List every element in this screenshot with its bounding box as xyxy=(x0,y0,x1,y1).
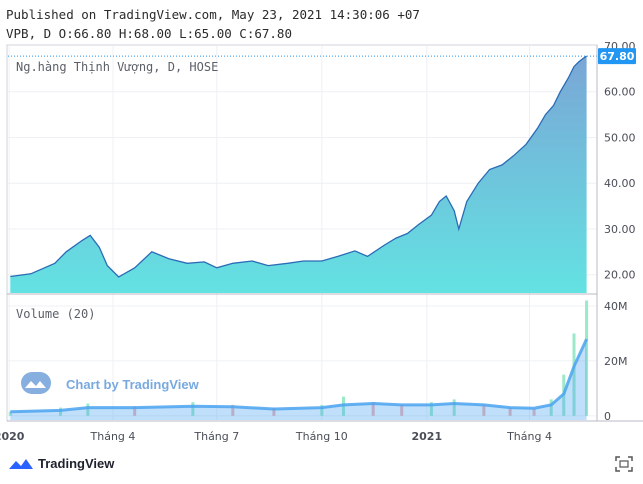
volume-bar xyxy=(8,411,12,416)
y-tick-label: 40.00 xyxy=(604,177,636,190)
chart-header-line2: VPB, D O:66.80 H:68.00 L:65.00 C:67.80 xyxy=(6,26,292,41)
chart-header-line1: Published on TradingView.com, May 23, 20… xyxy=(6,7,420,22)
watermark-text: Chart by TradingView xyxy=(66,377,200,392)
watermark-cloud-icon xyxy=(25,381,46,388)
price-series xyxy=(8,55,597,293)
x-axis: 2020 Tháng 4 Tháng 7 Tháng 10 2021 Tháng 4 xyxy=(0,430,552,443)
y-tick-label: 50.00 xyxy=(604,131,636,144)
price-line xyxy=(10,55,587,278)
volume-bar xyxy=(508,407,512,416)
last-price-label: 67.80 xyxy=(600,50,635,63)
volume-bar xyxy=(133,406,137,416)
vol-tick-label: 40M xyxy=(604,300,628,313)
volume-bar xyxy=(86,403,90,416)
volume-series xyxy=(8,300,589,420)
volume-bar xyxy=(572,333,576,416)
y-tick-label: 20.00 xyxy=(604,269,636,282)
symbol-title: Ng.hàng Thịnh Vượng, D, HOSE xyxy=(16,60,218,74)
y-tick-label: 60.00 xyxy=(604,86,636,99)
x-tick-label: 2020 xyxy=(0,430,25,443)
x-tick-label: Tháng 10 xyxy=(295,430,348,443)
fullscreen-icon[interactable] xyxy=(615,456,633,472)
x-tick-label: Tháng 4 xyxy=(90,430,136,443)
volume-bar xyxy=(320,404,324,416)
volume-title: Volume (20) xyxy=(16,307,95,321)
volume-bar xyxy=(371,402,375,416)
volume-bar xyxy=(585,300,589,416)
x-tick-label: Tháng 4 xyxy=(506,430,552,443)
volume-bar xyxy=(231,404,235,416)
x-tick-label: Tháng 7 xyxy=(193,430,239,443)
tradingview-logo-icon xyxy=(9,459,33,469)
vol-tick-label: 20M xyxy=(604,355,628,368)
y-tick-label: 30.00 xyxy=(604,223,636,236)
volume-bar xyxy=(429,402,433,416)
x-tick-label: 2021 xyxy=(411,430,442,443)
last-price-badge: 67.80 xyxy=(598,48,636,65)
vol-tick-label: 0 xyxy=(604,410,611,423)
volume-bar xyxy=(549,399,553,416)
brand-name: TradingView xyxy=(38,455,115,471)
price-area-fill xyxy=(10,56,587,293)
volume-ma-line xyxy=(10,338,588,414)
volume-bar xyxy=(400,404,404,416)
volume-ma-fill xyxy=(10,339,587,420)
volume-bar xyxy=(532,409,536,416)
volume-bar xyxy=(452,399,456,416)
volume-bar xyxy=(191,402,195,416)
watermark: Chart by TradingView xyxy=(21,372,200,394)
watermark-logo-icon xyxy=(21,372,51,394)
tradingview-brand[interactable]: TradingView xyxy=(8,455,114,471)
volume-bar xyxy=(482,404,486,416)
volume-bar xyxy=(272,407,276,416)
